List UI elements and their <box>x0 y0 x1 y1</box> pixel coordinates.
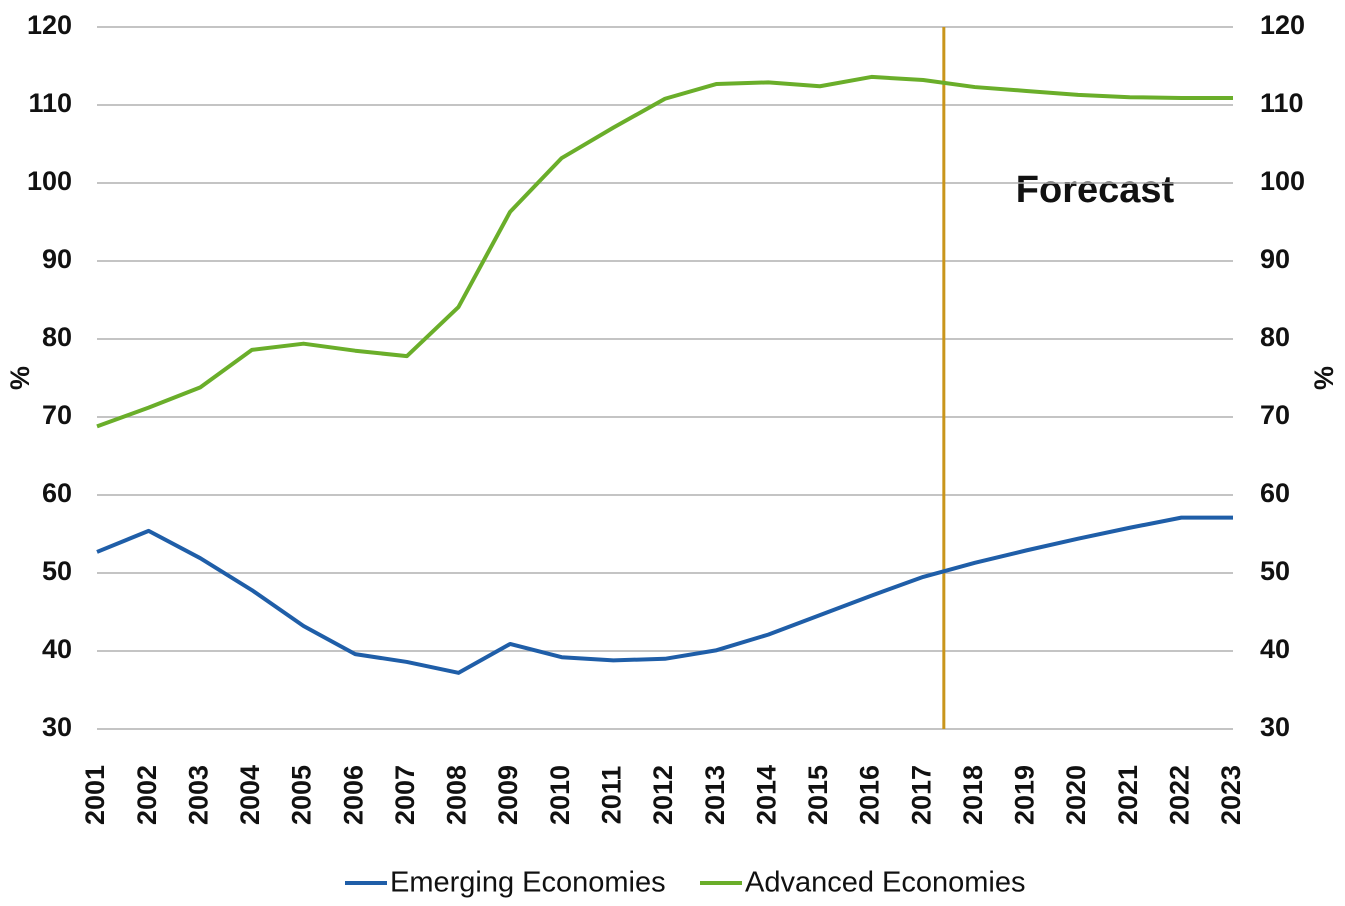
x-tick-label: 2009 <box>493 765 523 825</box>
y2-tick-label: 50 <box>1260 556 1290 586</box>
y-tick-label: 100 <box>27 166 72 196</box>
x-tick-label: 2014 <box>751 765 781 825</box>
y-tick-label: 40 <box>42 634 72 664</box>
x-tick-label: 2002 <box>132 765 162 825</box>
x-tick-label: 2010 <box>545 765 575 825</box>
x-tick-label: 2016 <box>855 765 885 825</box>
x-tick-label: 2013 <box>700 765 730 825</box>
y2-tick-label: 60 <box>1260 478 1290 508</box>
y2-tick-label: 100 <box>1260 166 1305 196</box>
legend-label: Advanced Economies <box>745 867 1026 899</box>
x-tick-label: 2022 <box>1164 765 1194 825</box>
x-tick-label: 2021 <box>1113 765 1143 825</box>
y-tick-label: 120 <box>27 10 72 40</box>
y2-tick-label: 30 <box>1260 712 1290 742</box>
x-tick-label: 2020 <box>1061 765 1091 825</box>
y-tick-label: 80 <box>42 322 72 352</box>
y2-tick-label: 40 <box>1260 634 1290 664</box>
y2-tick-label: 70 <box>1260 400 1290 430</box>
y-tick-label: 60 <box>42 478 72 508</box>
y-axis-label: % <box>5 366 35 390</box>
x-tick-label: 2019 <box>1010 765 1040 825</box>
x-tick-label: 2023 <box>1216 765 1246 825</box>
x-tick-label: 2017 <box>906 765 936 825</box>
x-tick-label: 2011 <box>596 766 626 825</box>
y2-tick-label: 80 <box>1260 322 1290 352</box>
annotation: Forecast <box>1016 169 1175 211</box>
x-tick-label: 2003 <box>183 765 213 825</box>
x-tick-label: 2015 <box>803 765 833 825</box>
y-tick-label: 110 <box>28 88 72 118</box>
y2-tick-label: 90 <box>1260 244 1290 274</box>
series-line <box>96 74 1233 429</box>
series-line <box>96 515 1233 675</box>
x-tick-label: 2018 <box>958 765 988 825</box>
y2-tick-label: 110 <box>1260 88 1304 118</box>
x-tick-label: 2001 <box>80 765 110 825</box>
y-tick-label: 30 <box>42 712 72 742</box>
x-tick-label: 2008 <box>442 765 472 825</box>
y2-axis-label: % <box>1309 366 1339 390</box>
legend-label: Emerging Economies <box>390 867 666 899</box>
y-tick-label: 50 <box>42 556 72 586</box>
x-tick-label: 2006 <box>338 765 368 825</box>
x-tick-label: 2004 <box>235 765 265 825</box>
x-tick-label: 2007 <box>390 765 420 825</box>
y-tick-label: 90 <box>42 244 72 274</box>
y-tick-label: 70 <box>42 400 72 430</box>
x-tick-label: 2005 <box>287 765 317 825</box>
y2-tick-label: 120 <box>1260 10 1305 40</box>
x-tick-label: 2012 <box>648 765 678 825</box>
